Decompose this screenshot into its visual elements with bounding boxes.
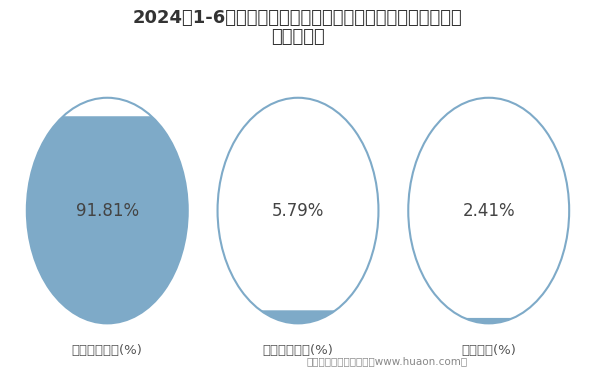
- Polygon shape: [408, 98, 569, 318]
- Text: 91.81%: 91.81%: [76, 202, 139, 220]
- Polygon shape: [218, 98, 378, 310]
- Text: 5.79%: 5.79%: [272, 202, 324, 220]
- Text: 制图：华经产业研究院（www.huaon.com）: 制图：华经产业研究院（www.huaon.com）: [307, 356, 468, 367]
- Text: 他产值结构: 他产值结构: [271, 28, 325, 46]
- Polygon shape: [63, 98, 151, 116]
- Text: 安装工程产值(%): 安装工程产值(%): [263, 344, 333, 357]
- Text: 其他产值(%): 其他产值(%): [461, 344, 516, 357]
- Text: 建筑工程产值(%): 建筑工程产值(%): [72, 344, 142, 357]
- Ellipse shape: [218, 98, 378, 323]
- Text: 2.41%: 2.41%: [462, 202, 515, 220]
- Text: 2024年1-6月四川国有及国有控股建筑业工程、安装工程及其: 2024年1-6月四川国有及国有控股建筑业工程、安装工程及其: [133, 9, 463, 27]
- Ellipse shape: [27, 98, 188, 323]
- Ellipse shape: [408, 98, 569, 323]
